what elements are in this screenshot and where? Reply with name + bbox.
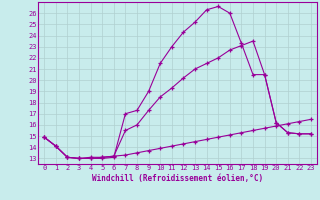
X-axis label: Windchill (Refroidissement éolien,°C): Windchill (Refroidissement éolien,°C) [92, 174, 263, 183]
